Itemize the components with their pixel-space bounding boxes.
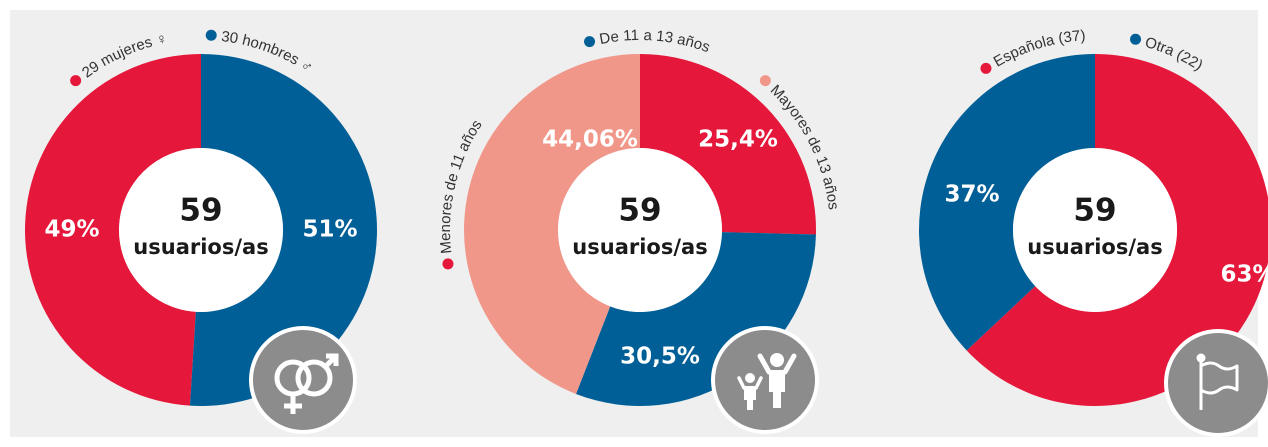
total-label: usuarios/as [1027, 235, 1162, 259]
legend-marker [1130, 33, 1142, 45]
donut-segment [464, 54, 640, 394]
donut-segment [189, 54, 377, 406]
value-label: 49% [44, 217, 99, 243]
value-label: 44,06% [542, 127, 638, 153]
legend-marker [584, 36, 596, 48]
total-value: 59 [618, 193, 661, 229]
legend-marker [759, 75, 771, 87]
value-label: 63% [1220, 262, 1268, 288]
donut-segment [919, 54, 1095, 351]
total-value: 59 [179, 193, 222, 229]
total-label: usuarios/as [133, 235, 268, 259]
children-icon [711, 326, 819, 434]
gender-icon [249, 326, 357, 434]
center-hole [119, 148, 283, 312]
donut-segment [576, 232, 816, 406]
donut-segment [24, 54, 202, 406]
donut-segment [640, 54, 816, 235]
flag-icon [1164, 329, 1268, 437]
legend-marker [205, 29, 217, 41]
total-value: 59 [1073, 193, 1116, 229]
value-label: 25,4% [698, 127, 778, 153]
value-label: 37% [944, 182, 999, 208]
value-label: 30,5% [620, 344, 700, 370]
donut-segment [966, 54, 1268, 406]
total-label: usuarios/as [572, 235, 707, 259]
legend-marker [980, 62, 992, 74]
legend-marker [442, 258, 454, 270]
legend-marker [70, 75, 82, 87]
center-hole [1013, 148, 1177, 312]
icons [249, 326, 1268, 437]
center-hole [558, 148, 722, 312]
value-label: 51% [302, 217, 357, 243]
